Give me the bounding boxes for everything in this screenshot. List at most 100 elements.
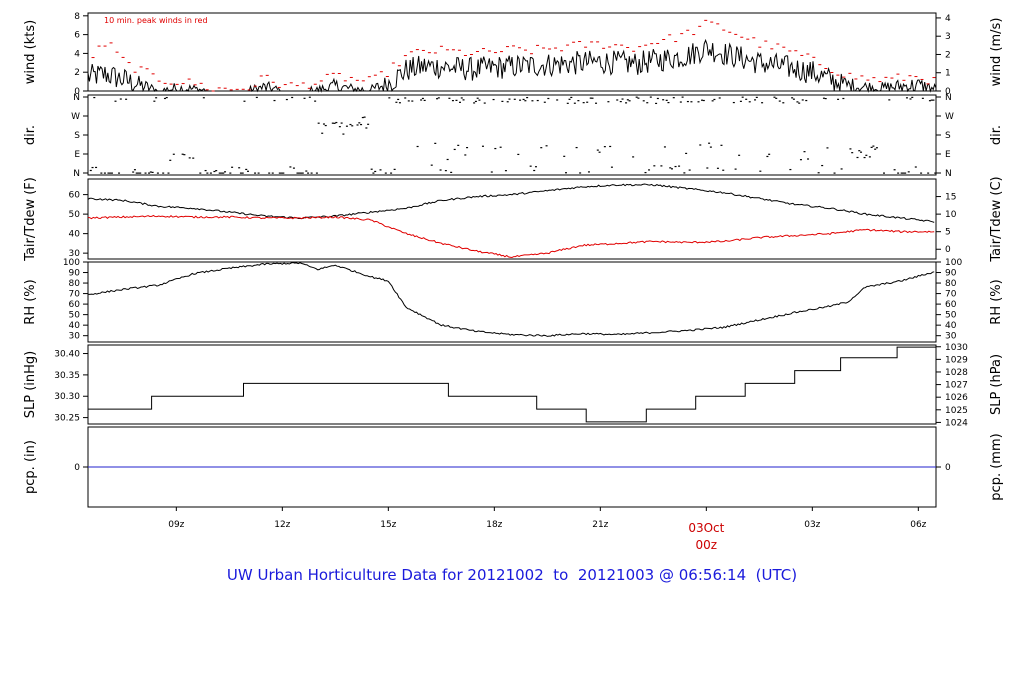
- direction-mark: [734, 168, 737, 170]
- ylabel-left-humidity: RH (%): [23, 279, 38, 324]
- direction-mark: [720, 144, 723, 146]
- direction-mark: [476, 97, 479, 99]
- direction-mark: [603, 146, 606, 148]
- direction-mark: [305, 170, 308, 172]
- direction-mark: [222, 172, 225, 174]
- direction-mark: [582, 102, 585, 104]
- direction-mark: [644, 171, 647, 174]
- direction-mark: [151, 171, 154, 173]
- direction-mark: [450, 171, 453, 173]
- direction-mark: [300, 172, 302, 174]
- right-tick-label-pressure: 1030: [945, 343, 968, 353]
- direction-mark: [573, 102, 576, 104]
- direction-mark: [768, 153, 771, 155]
- direction-mark: [587, 171, 590, 173]
- direction-mark: [229, 172, 232, 174]
- direction-mark: [663, 146, 666, 148]
- direction-mark: [220, 172, 223, 174]
- direction-mark: [796, 101, 799, 103]
- direction-mark: [298, 172, 301, 174]
- direction-mark: [204, 169, 207, 172]
- direction-mark: [589, 97, 592, 99]
- direction-mark: [596, 149, 599, 151]
- air-temperature-line: [87, 183, 935, 223]
- direction-mark: [702, 99, 705, 102]
- direction-mark: [732, 101, 735, 104]
- direction-mark: [653, 165, 656, 167]
- direction-mark: [547, 97, 550, 100]
- direction-mark: [224, 171, 227, 173]
- direction-mark: [492, 98, 495, 101]
- direction-mark: [455, 99, 458, 101]
- direction-mark: [792, 98, 795, 100]
- direction-mark: [314, 100, 317, 102]
- direction-mark: [656, 97, 659, 100]
- direction-mark: [481, 145, 484, 147]
- left-tick-label-temperature: 30: [69, 249, 81, 259]
- ylabel-right-precipitation: pcp. (mm): [989, 433, 1004, 500]
- dew-point-line: [87, 214, 935, 259]
- direction-mark: [370, 168, 373, 170]
- ylabel-right-wind: wind (m/s): [989, 18, 1004, 87]
- right-tick-label-pressure: 1024: [945, 418, 968, 428]
- direction-mark: [501, 100, 504, 102]
- left-tick-label-humidity: 100: [63, 258, 80, 268]
- direction-mark: [307, 172, 310, 174]
- direction-mark: [100, 172, 103, 174]
- direction-mark: [761, 102, 764, 104]
- right-tick-label-direction: W: [945, 112, 954, 122]
- right-tick-label-pressure: 1026: [945, 393, 968, 403]
- direction-mark: [577, 100, 580, 102]
- direction-mark: [826, 147, 829, 149]
- direction-mark: [586, 101, 589, 103]
- left-tick-label-direction: E: [74, 150, 80, 160]
- direction-mark: [932, 99, 935, 101]
- direction-mark: [231, 166, 234, 168]
- direction-mark: [849, 148, 852, 150]
- left-tick-label-wind: 0: [74, 87, 80, 97]
- left-tick-label-pressure: 30.35: [54, 371, 80, 381]
- direction-mark: [358, 122, 361, 124]
- ylabel-right-humidity: RH (%): [989, 279, 1004, 324]
- direction-mark: [625, 102, 628, 104]
- direction-mark: [474, 100, 477, 103]
- left-tick-label-wind: 6: [74, 31, 80, 41]
- direction-mark: [531, 100, 534, 102]
- direction-mark: [119, 98, 122, 100]
- right-tick-label-humidity: 40: [945, 321, 957, 331]
- direction-mark: [363, 116, 366, 118]
- direction-mark: [499, 146, 502, 148]
- right-tick-label-temperature: 5: [945, 228, 951, 238]
- left-tick-label-temperature: 40: [69, 230, 81, 240]
- direction-mark: [322, 123, 325, 125]
- direction-mark: [110, 172, 113, 174]
- direction-mark: [446, 158, 449, 161]
- direction-mark: [148, 172, 151, 174]
- direction-mark: [372, 172, 375, 174]
- direction-mark: [860, 151, 863, 153]
- direction-mark: [301, 172, 304, 174]
- right-tick-label-wind: 0: [945, 87, 951, 97]
- direction-mark: [395, 101, 398, 103]
- direction-mark: [238, 167, 241, 169]
- right-tick-label-direction: S: [945, 131, 951, 141]
- right-tick-label-pressure: 1027: [945, 381, 968, 391]
- left-tick-label-pressure: 30.40: [54, 350, 80, 360]
- humidity-line: [87, 261, 935, 337]
- direction-mark: [420, 99, 423, 101]
- direction-mark: [139, 172, 142, 174]
- direction-mark: [331, 122, 334, 124]
- right-tick-label-temperature: 10: [945, 210, 957, 220]
- direction-mark: [632, 156, 635, 158]
- direction-mark: [856, 156, 859, 159]
- left-tick-label-wind: 2: [74, 68, 80, 78]
- direction-mark: [648, 169, 651, 171]
- ylabel-left-wind: wind (kts): [23, 20, 38, 84]
- direction-mark: [245, 168, 248, 171]
- left-tick-label-temperature: 50: [69, 210, 81, 220]
- direction-mark: [308, 96, 311, 98]
- direction-mark: [565, 172, 567, 174]
- direction-mark: [711, 100, 714, 102]
- direction-mark: [748, 101, 751, 103]
- direction-mark: [365, 127, 368, 129]
